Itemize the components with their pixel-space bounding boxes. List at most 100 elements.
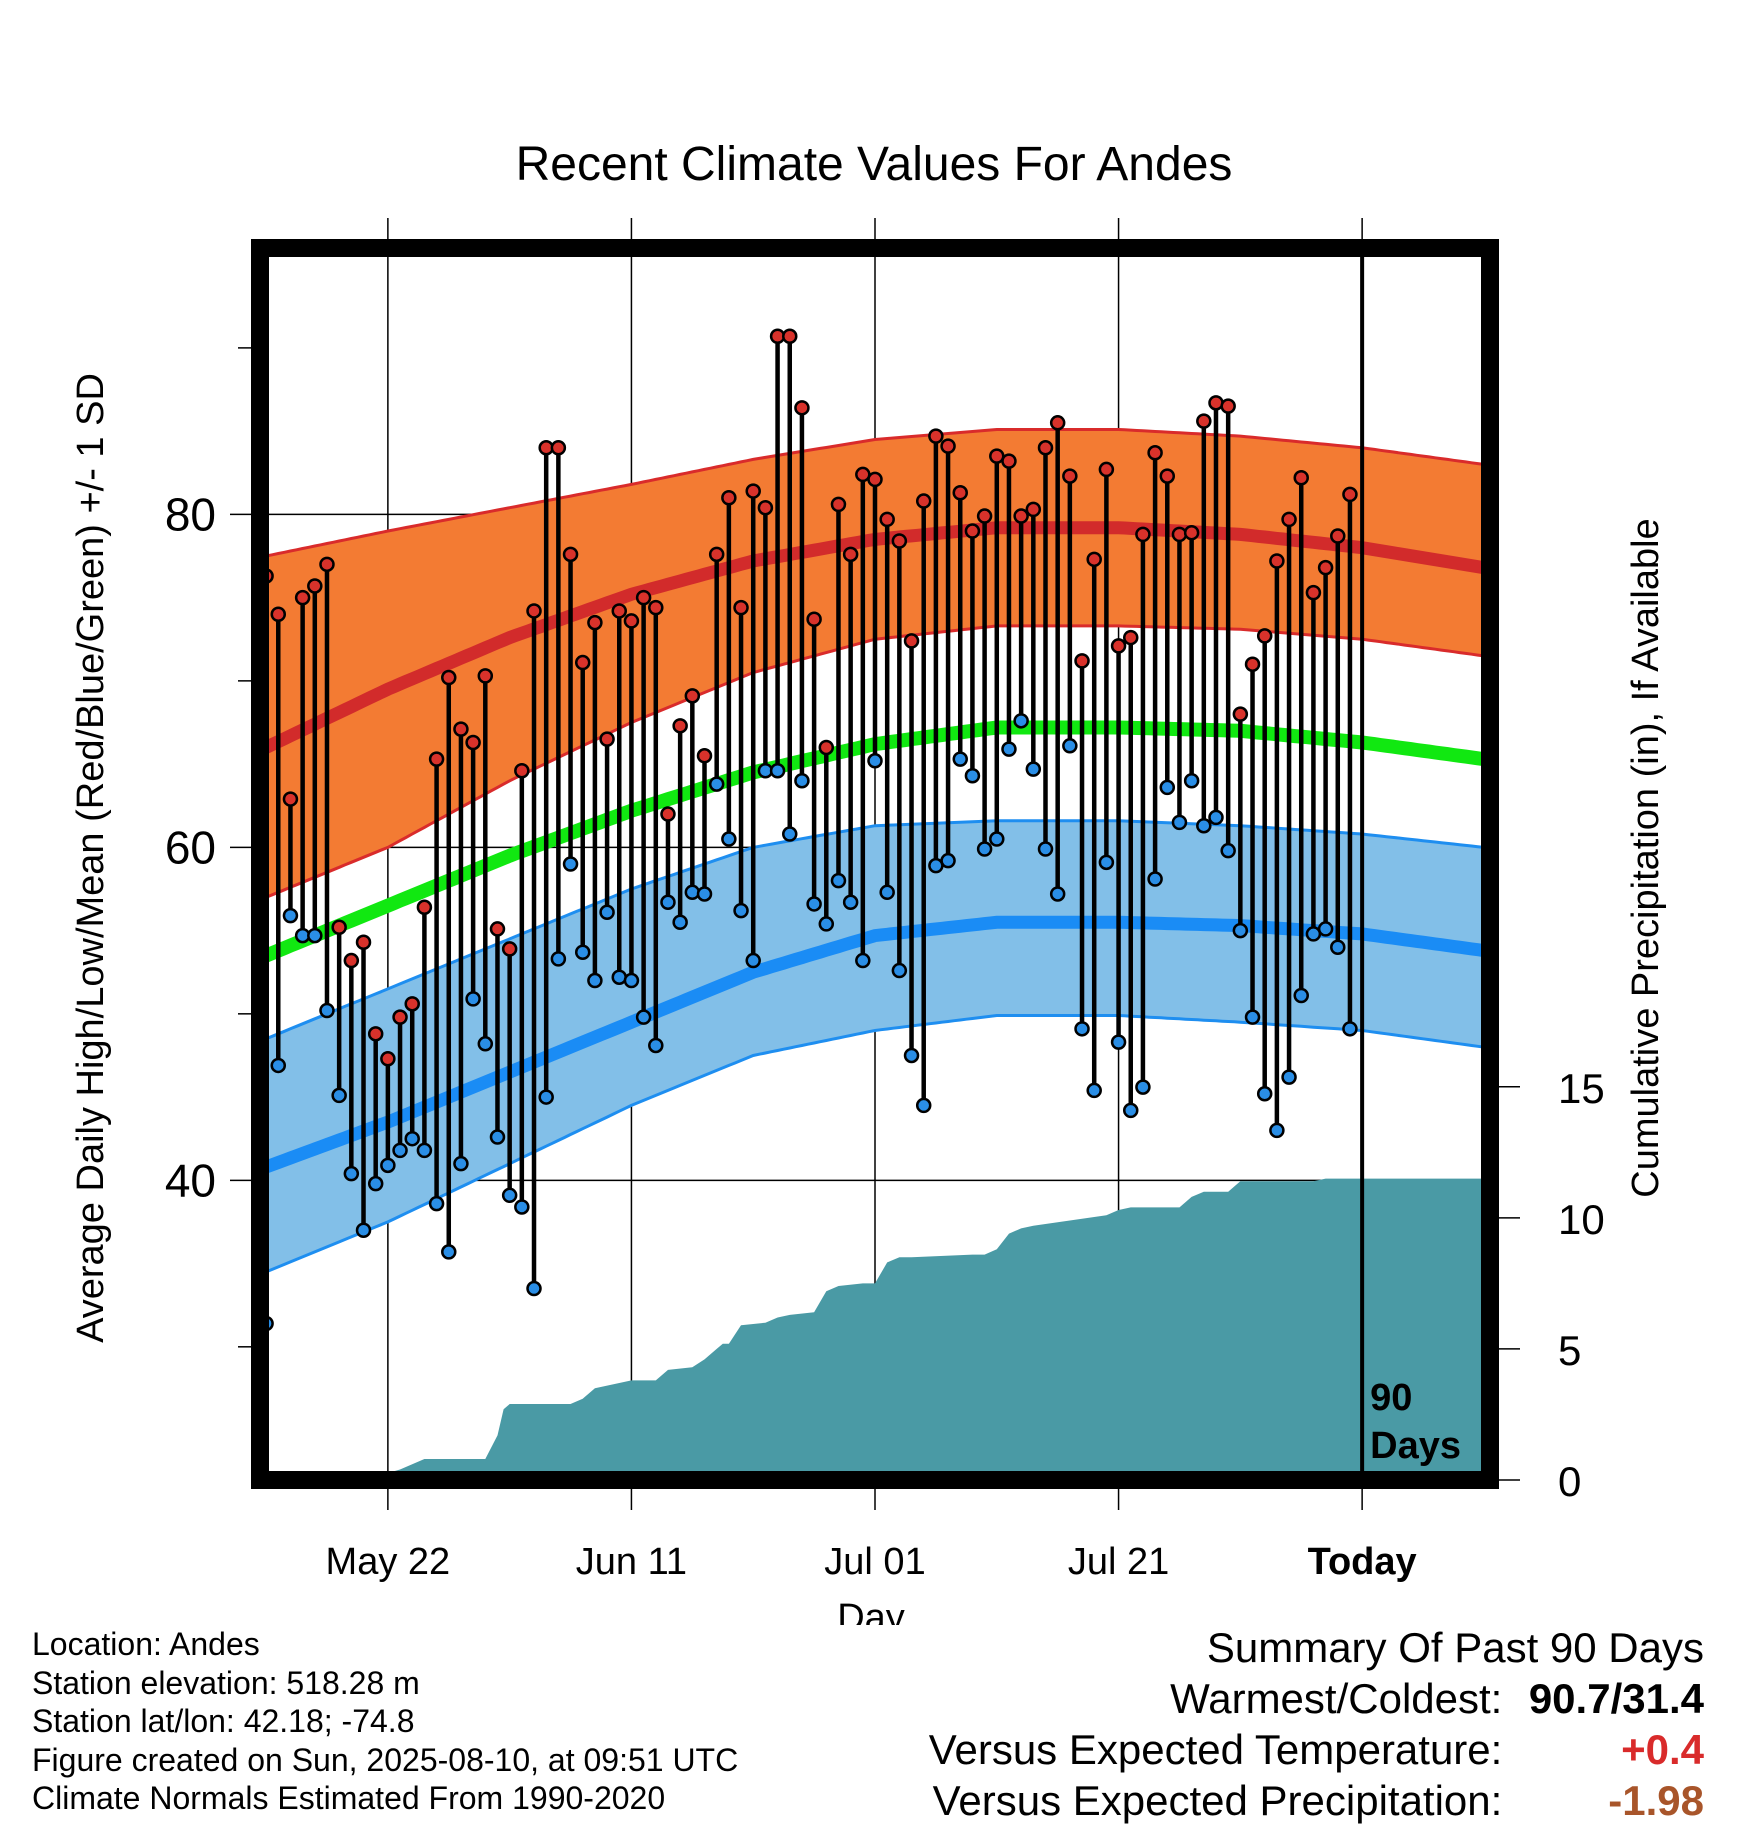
daily-high-point bbox=[489, 921, 506, 937]
daily-high-point bbox=[891, 533, 908, 549]
daily-high-point bbox=[526, 603, 542, 619]
daily-high-point bbox=[830, 496, 847, 513]
daily-low-point bbox=[1171, 814, 1188, 831]
daily-high-point bbox=[757, 499, 774, 516]
daily-low-point bbox=[1196, 817, 1212, 834]
daily-low-point bbox=[733, 902, 749, 919]
daily-low-point bbox=[1330, 939, 1346, 955]
daily-high-point bbox=[270, 606, 287, 623]
daily-low-point bbox=[1122, 1102, 1139, 1119]
normals-text: Climate Normals Estimated From 1990-2020 bbox=[32, 1780, 666, 1816]
daily-high-point bbox=[611, 603, 628, 619]
daily-low-point bbox=[355, 1222, 372, 1239]
daily-low-point bbox=[1001, 741, 1017, 757]
daily-high-point bbox=[1171, 526, 1188, 543]
y-right-tick-label: 0 bbox=[1558, 1458, 1581, 1505]
daily-low-point bbox=[1135, 1079, 1151, 1095]
daily-high-point bbox=[1183, 524, 1200, 541]
daily-low-point bbox=[404, 1130, 420, 1147]
daily-high-point bbox=[562, 546, 579, 563]
daily-high-point bbox=[672, 718, 688, 734]
precip-vs-expected-row: Versus Expected Precipitation: -1.98 bbox=[929, 1775, 1704, 1826]
x-tick-label: Jul 21 bbox=[1068, 1541, 1169, 1583]
daily-high-point bbox=[343, 952, 360, 969]
daily-low-point bbox=[648, 1037, 664, 1054]
daily-high-point bbox=[1074, 653, 1090, 669]
daily-high-point bbox=[903, 633, 920, 649]
daily-high-point bbox=[623, 613, 640, 629]
daily-low-point bbox=[696, 886, 713, 902]
daily-high-point bbox=[1147, 445, 1163, 461]
daily-low-point bbox=[1049, 886, 1066, 902]
daily-high-point bbox=[441, 669, 457, 686]
daily-high-point bbox=[818, 739, 835, 756]
y-axis-label-right: Cumulative Precipitation (in), If Availa… bbox=[1625, 518, 1667, 1197]
daily-low-point bbox=[550, 951, 567, 967]
daily-low-point bbox=[465, 991, 481, 1007]
daily-low-point bbox=[1110, 1034, 1127, 1050]
daily-high-point bbox=[964, 523, 981, 539]
daily-high-point bbox=[976, 508, 993, 524]
daily-high-point bbox=[940, 438, 956, 454]
daily-high-point bbox=[1037, 440, 1054, 456]
daily-low-point bbox=[867, 753, 883, 769]
daily-low-point bbox=[1074, 1021, 1090, 1037]
daily-low-point bbox=[1159, 779, 1176, 796]
daily-low-point bbox=[489, 1129, 506, 1145]
daily-high-point bbox=[1122, 629, 1139, 646]
daily-low-point bbox=[441, 1244, 457, 1260]
daily-high-point bbox=[1232, 706, 1249, 722]
daily-high-point bbox=[331, 919, 347, 936]
daily-low-point bbox=[1086, 1082, 1102, 1099]
daily-high-point bbox=[465, 734, 481, 751]
daily-low-point bbox=[915, 1097, 932, 1114]
daily-high-point bbox=[879, 511, 895, 528]
daily-high-point bbox=[599, 731, 615, 747]
daily-high-point bbox=[696, 748, 713, 764]
daily-low-point bbox=[623, 972, 640, 989]
daily-high-point bbox=[1342, 486, 1358, 503]
daily-high-point bbox=[416, 899, 433, 916]
daily-high-point bbox=[1086, 551, 1102, 568]
daily-high-point bbox=[550, 440, 567, 456]
daily-high-point bbox=[928, 428, 944, 444]
daily-high-point bbox=[282, 791, 299, 807]
daily-low-point bbox=[392, 1142, 408, 1159]
daily-low-point bbox=[879, 884, 895, 901]
daily-high-point bbox=[380, 1051, 396, 1067]
daily-high-point bbox=[1025, 501, 1042, 518]
daily-high-point bbox=[477, 668, 494, 684]
high-sd-band bbox=[260, 429, 1490, 898]
daily-low-point bbox=[587, 972, 603, 989]
daily-low-point bbox=[526, 1280, 542, 1297]
daily-high-point bbox=[782, 328, 798, 344]
daily-low-point bbox=[818, 916, 835, 932]
daily-low-point bbox=[282, 907, 299, 924]
y-right-tick-label: 5 bbox=[1558, 1327, 1581, 1374]
daily-low-point bbox=[842, 894, 859, 911]
plot-area: 90 Days May 22 Jun 11 Jul 01 Jul 21 Today 40 60 8… bbox=[165, 218, 1605, 1583]
daily-low-point bbox=[380, 1157, 396, 1174]
daily-high-point bbox=[392, 1009, 408, 1025]
daily-high-point bbox=[1244, 656, 1261, 672]
chart-title: Recent Climate Values For Andes bbox=[516, 138, 1233, 191]
x-tick-label: Jun 11 bbox=[576, 1541, 687, 1583]
daily-low-point bbox=[635, 1009, 652, 1025]
climate-chart: Recent Climate Values For Andes Average … bbox=[70, 138, 1667, 1625]
daily-low-point bbox=[574, 944, 591, 960]
daily-low-point bbox=[660, 894, 676, 911]
daily-low-point bbox=[769, 763, 786, 779]
daily-low-point bbox=[562, 856, 579, 872]
daily-low-point bbox=[1098, 854, 1115, 871]
daily-high-point bbox=[307, 578, 323, 594]
daily-high-point bbox=[1062, 468, 1078, 484]
daily-high-point bbox=[842, 546, 859, 563]
y-left-tick-label: 40 bbox=[165, 1154, 216, 1206]
daily-low-point bbox=[708, 776, 725, 792]
daily-high-point bbox=[294, 589, 311, 606]
daily-high-point bbox=[1269, 553, 1285, 569]
daily-high-point bbox=[684, 688, 701, 704]
daily-low-point bbox=[270, 1057, 287, 1074]
station-info: Location: Andes Station elevation: 518.2… bbox=[32, 1625, 738, 1818]
daily-low-point bbox=[1232, 922, 1249, 939]
